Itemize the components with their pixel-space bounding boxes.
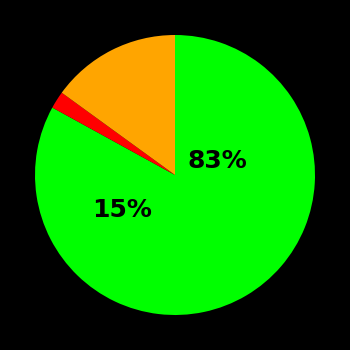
Wedge shape [62, 35, 175, 175]
Text: 15%: 15% [92, 198, 152, 222]
Text: 83%: 83% [187, 149, 247, 173]
Wedge shape [35, 35, 315, 315]
Wedge shape [52, 93, 175, 175]
